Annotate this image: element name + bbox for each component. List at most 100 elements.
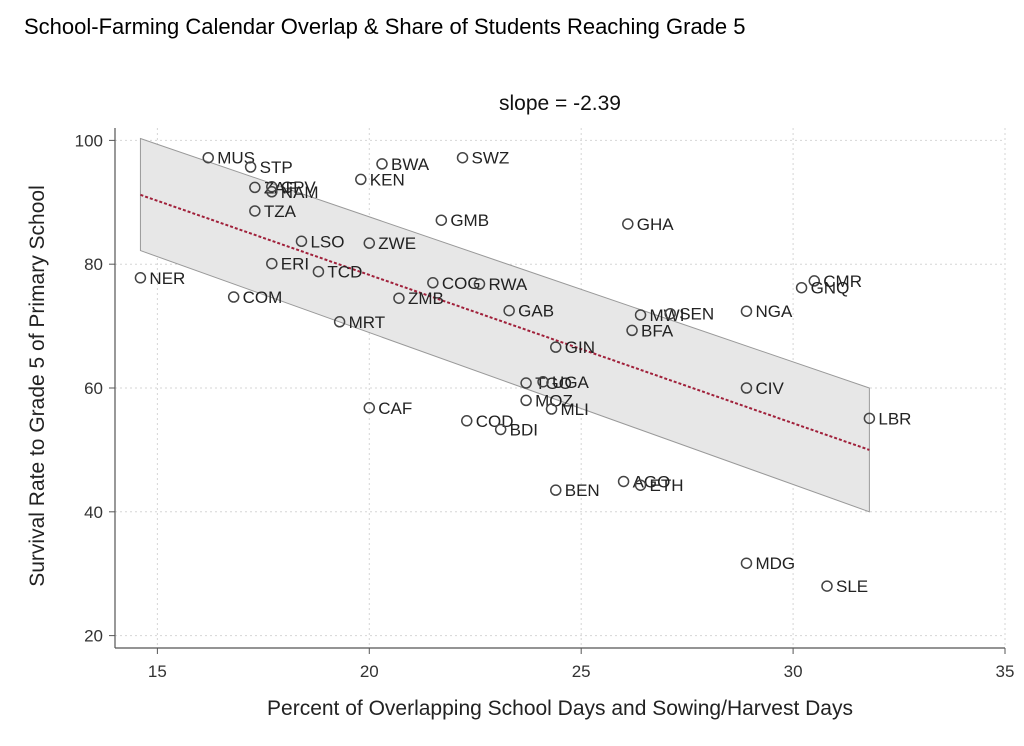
data-label-zmb: ZMB [408, 289, 444, 308]
data-point-lbr [863, 412, 876, 425]
x-tick-label: 20 [360, 662, 379, 681]
data-point-gha [622, 218, 634, 230]
data-point-bwa [376, 158, 388, 170]
axes: 15 20 25 30 35 20 40 60 80 100 [75, 128, 1015, 681]
data-label-eth: ETH [650, 476, 684, 495]
data-point-sen [664, 307, 676, 320]
data-label-nam: NAM [281, 183, 319, 202]
data-point-lso [295, 235, 308, 248]
data-label-sle: SLE [836, 577, 868, 596]
x-tick-label: 25 [572, 662, 591, 681]
data-label-mrt: MRT [349, 313, 386, 332]
data-label-caf: CAF [378, 399, 412, 418]
data-point-uga [537, 376, 549, 388]
data-point-swz [456, 151, 469, 164]
data-point-ken [355, 173, 367, 186]
y-tick-label: 60 [84, 379, 103, 398]
data-point-tgo [520, 377, 532, 389]
data-label-gab: GAB [518, 302, 554, 321]
data-label-mwi: MWI [650, 306, 685, 325]
data-point-eth [634, 479, 647, 491]
data-label-nga: NGA [755, 302, 793, 321]
y-tick-label: 100 [75, 131, 103, 150]
data-point-com [227, 291, 240, 303]
data-point-gnq [795, 281, 808, 294]
figure-title: School-Farming Calendar Overlap & Share … [24, 14, 746, 39]
data-point-ner [134, 272, 147, 284]
fit-line [140, 193, 870, 451]
data-label-cod: COD [476, 412, 514, 431]
data-point-nam [266, 186, 278, 198]
data-point-stp [244, 161, 257, 173]
data-point-mrt [333, 316, 346, 328]
data-label-rwa: RWA [488, 275, 527, 294]
y-tick-label: 20 [84, 627, 103, 646]
x-tick-label: 35 [996, 662, 1015, 681]
data-label-cpv: CPV [281, 178, 317, 197]
data-label-ago: AGO [633, 472, 671, 491]
confidence-band [139, 137, 870, 513]
data-label-ken: KEN [370, 170, 405, 189]
data-point-rwa [473, 278, 486, 290]
data-label-eri: ERI [281, 255, 309, 274]
chart-subtitle: slope = -2.39 [499, 92, 621, 115]
data-point-bdi [494, 423, 507, 436]
data-label-bwa: BWA [391, 155, 430, 174]
data-label-zaf: ZAF [264, 178, 296, 197]
data-point-cog [427, 277, 439, 289]
x-tick-label: 30 [784, 662, 803, 681]
data-point-nga [740, 305, 753, 317]
data-label-zwe: ZWE [378, 234, 416, 253]
data-label-tcd: TCD [327, 263, 362, 282]
data-label-gha: GHA [637, 215, 675, 234]
data-point-mli [545, 403, 558, 415]
data-point-ben [550, 484, 562, 496]
data-point-mdg [740, 557, 753, 569]
data-point-mus [202, 151, 214, 164]
data-label-bdi: BDI [510, 420, 538, 439]
data-point-mwi [634, 309, 647, 321]
data-point-gmb [435, 214, 448, 226]
data-point-cmr [808, 275, 821, 287]
confidence-band-area [139, 137, 870, 513]
data-label-mli: MLI [561, 400, 589, 419]
data-point-eri [266, 257, 278, 270]
data-point-zaf [249, 181, 261, 194]
data-point-bfa [626, 324, 638, 337]
data-point-moz [520, 394, 532, 407]
data-label-cmr: CMR [823, 272, 862, 291]
regression-line [140, 193, 870, 451]
data-label-com: COM [243, 288, 283, 307]
data-label-gin: GIN [565, 338, 595, 357]
data-point-caf [363, 402, 376, 414]
data-label-bfa: BFA [641, 321, 674, 340]
data-point-zwe [363, 237, 376, 249]
data-point-tza [249, 205, 261, 217]
data-point-gin [550, 341, 562, 353]
data-point-civ [740, 382, 753, 394]
x-axis-title: Percent of Overlapping School Days and S… [267, 697, 853, 720]
data-label-ben: BEN [565, 481, 600, 500]
y-tick-label: 40 [84, 503, 103, 522]
data-label-moz: MOZ [535, 391, 573, 410]
data-label-gmb: GMB [450, 211, 489, 230]
data-label-gnq: GNQ [811, 279, 850, 298]
data-label-cog: COG [442, 274, 481, 293]
data-label-mus: MUS [217, 149, 255, 168]
data-label-lso: LSO [310, 232, 344, 251]
x-tick-label: 15 [148, 662, 167, 681]
data-label-stp: STP [260, 158, 293, 177]
data-point-cpv [266, 181, 278, 193]
data-label-tza: TZA [264, 202, 297, 221]
data-label-mdg: MDG [755, 554, 795, 573]
data-label-tgo: TGO [535, 374, 572, 393]
data-label-ner: NER [149, 269, 185, 288]
data-point-tcd [312, 265, 325, 278]
data-point-zmb [393, 292, 405, 304]
data-point-ago [617, 475, 630, 488]
data-label-swz: SWZ [472, 149, 510, 168]
data-label-sen: SEN [679, 305, 714, 324]
data-label-civ: CIV [755, 379, 784, 398]
